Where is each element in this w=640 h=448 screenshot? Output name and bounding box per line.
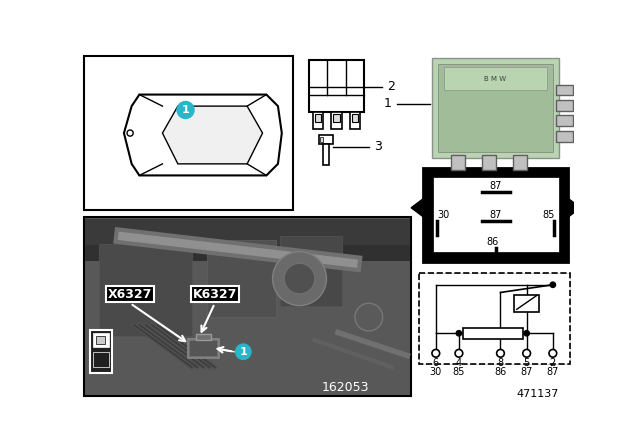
- Bar: [323, 144, 329, 165]
- Circle shape: [432, 349, 440, 357]
- Text: 1: 1: [384, 97, 392, 110]
- Text: 6: 6: [433, 358, 439, 368]
- Bar: [419, 273, 570, 364]
- Text: 162053: 162053: [322, 381, 369, 394]
- Text: 85: 85: [542, 210, 554, 220]
- Bar: [96, 336, 106, 344]
- Bar: [433, 177, 559, 252]
- Text: 30: 30: [429, 367, 442, 377]
- Text: 30: 30: [437, 210, 450, 220]
- Text: 87: 87: [520, 367, 533, 377]
- Circle shape: [456, 331, 461, 336]
- Bar: [319, 137, 323, 142]
- Polygon shape: [163, 106, 262, 164]
- Text: 471137: 471137: [516, 389, 559, 399]
- Circle shape: [455, 349, 463, 357]
- Bar: [515, 295, 539, 312]
- Bar: [556, 85, 573, 95]
- Circle shape: [236, 344, 251, 359]
- Text: 86: 86: [494, 367, 507, 377]
- Circle shape: [273, 252, 326, 306]
- Bar: [419, 273, 570, 364]
- Bar: [308, 60, 364, 112]
- Bar: [482, 155, 496, 170]
- Bar: [556, 131, 573, 142]
- Text: X6327: X6327: [108, 288, 152, 301]
- Text: 87: 87: [547, 367, 559, 377]
- Bar: [86, 219, 410, 261]
- Circle shape: [177, 102, 194, 118]
- Bar: [319, 134, 333, 144]
- Bar: [90, 330, 111, 373]
- Bar: [451, 155, 465, 170]
- Polygon shape: [411, 198, 424, 217]
- Bar: [463, 328, 523, 339]
- Bar: [207, 240, 276, 317]
- Bar: [331, 112, 342, 129]
- Bar: [84, 56, 293, 210]
- Polygon shape: [124, 95, 282, 176]
- Text: K6327: K6327: [193, 288, 237, 301]
- Bar: [444, 67, 547, 90]
- Bar: [189, 340, 217, 356]
- Circle shape: [550, 282, 556, 288]
- Circle shape: [524, 331, 529, 336]
- Bar: [315, 114, 321, 121]
- Bar: [84, 217, 411, 396]
- Bar: [424, 168, 568, 262]
- Text: 2: 2: [550, 358, 556, 368]
- Bar: [438, 64, 553, 151]
- Bar: [432, 58, 559, 158]
- Circle shape: [523, 349, 531, 357]
- Text: B M W: B M W: [484, 76, 506, 82]
- Bar: [556, 116, 573, 126]
- Bar: [93, 352, 109, 367]
- Bar: [86, 219, 410, 246]
- Circle shape: [355, 303, 383, 331]
- Circle shape: [497, 349, 504, 357]
- Text: 4: 4: [456, 358, 462, 368]
- Polygon shape: [568, 198, 580, 217]
- Text: 87: 87: [490, 181, 502, 191]
- Bar: [312, 112, 323, 129]
- Text: 1: 1: [239, 347, 247, 357]
- Bar: [280, 236, 342, 306]
- Text: 86: 86: [486, 237, 498, 247]
- Bar: [188, 339, 219, 358]
- Text: 3: 3: [374, 140, 382, 153]
- Bar: [93, 333, 109, 347]
- Text: 85: 85: [452, 367, 465, 377]
- Bar: [99, 244, 192, 336]
- Circle shape: [127, 130, 133, 136]
- Text: 5: 5: [524, 358, 530, 368]
- Bar: [513, 155, 527, 170]
- Bar: [352, 114, 358, 121]
- Text: 2: 2: [387, 80, 395, 93]
- Bar: [196, 334, 211, 340]
- Bar: [333, 114, 340, 121]
- Circle shape: [549, 349, 557, 357]
- Bar: [349, 112, 360, 129]
- Bar: [556, 100, 573, 111]
- Text: 1: 1: [182, 105, 189, 115]
- Text: 8: 8: [497, 358, 504, 368]
- Circle shape: [284, 263, 315, 294]
- Text: 87: 87: [490, 210, 502, 220]
